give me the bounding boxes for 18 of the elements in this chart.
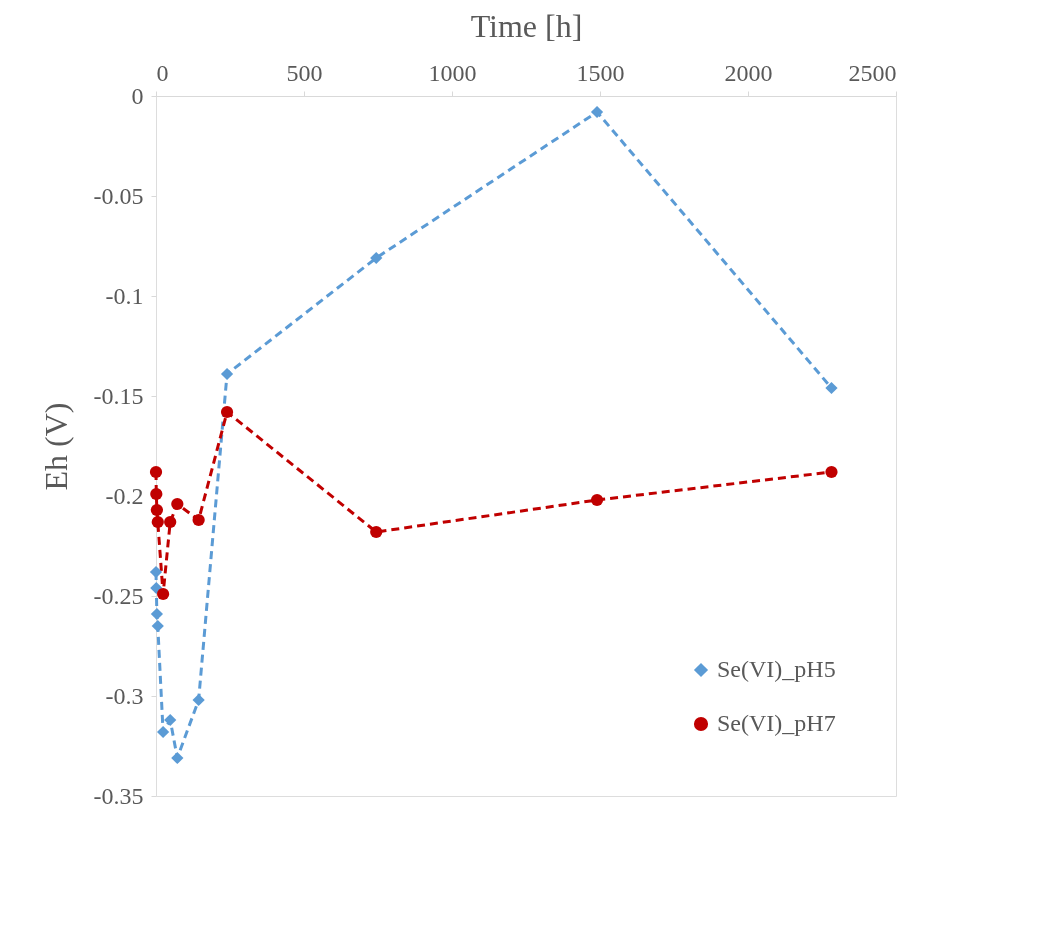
x-tick-label: 1500: [576, 59, 625, 86]
y-tick-label: -0.3: [105, 682, 144, 709]
x-tick-label: 1000: [428, 59, 477, 86]
y-tick-label: -0.2: [105, 482, 144, 509]
y-axis-title: Eh (V): [37, 402, 74, 491]
x-tick-label: 500: [286, 59, 323, 86]
x-axis-title: Time [h]: [470, 7, 583, 44]
y-tick-label: -0.1: [105, 282, 144, 309]
x-tick-label: 2000: [724, 59, 773, 86]
y-tick-label: -0.25: [93, 582, 144, 609]
y-tick-label: -0.35: [93, 782, 144, 809]
x-tick-label: 0: [156, 59, 169, 86]
x-tick-label: 2500: [848, 59, 897, 86]
y-tick-label: -0.15: [93, 382, 144, 409]
y-tick-label: 0: [131, 82, 144, 109]
legend-label: Se(VI)_pH5: [717, 656, 836, 682]
legend-label: Se(VI)_pH7: [717, 710, 836, 736]
y-tick-label: -0.05: [93, 182, 144, 209]
